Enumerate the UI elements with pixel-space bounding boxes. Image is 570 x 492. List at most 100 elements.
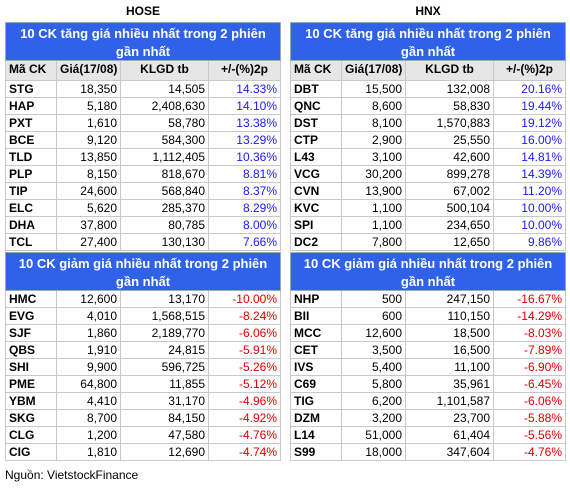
change: -4.76% bbox=[494, 444, 566, 461]
value: 9,120 bbox=[57, 132, 121, 149]
column-header: +/-(%)2p bbox=[209, 61, 281, 81]
value: 2,189,770 bbox=[121, 325, 209, 342]
ticker: SHI bbox=[5, 359, 57, 376]
value: 27,400 bbox=[57, 234, 121, 251]
ticker: STG bbox=[5, 81, 57, 98]
value: 42,600 bbox=[406, 149, 494, 166]
change: -7.89% bbox=[494, 342, 566, 359]
ticker: TCL bbox=[5, 234, 57, 251]
value: 58,780 bbox=[121, 115, 209, 132]
change: 10.00% bbox=[494, 200, 566, 217]
exchange-name: HOSE bbox=[125, 4, 160, 18]
value: 4,010 bbox=[57, 308, 121, 325]
change: -5.56% bbox=[494, 427, 566, 444]
change: -6.90% bbox=[494, 359, 566, 376]
value: 18,500 bbox=[406, 325, 494, 342]
value: 8,600 bbox=[342, 98, 406, 115]
ticker: QBS bbox=[5, 342, 57, 359]
value: 1,100 bbox=[342, 200, 406, 217]
ticker: NHP bbox=[290, 291, 342, 308]
change: -10.00% bbox=[209, 291, 281, 308]
column-header: Mã CK bbox=[290, 61, 342, 81]
value: 500,104 bbox=[406, 200, 494, 217]
change: 13.29% bbox=[209, 132, 281, 149]
value: 600 bbox=[342, 308, 406, 325]
value: 9,900 bbox=[57, 359, 121, 376]
value: 132,008 bbox=[406, 81, 494, 98]
ticker: TIG bbox=[290, 393, 342, 410]
value: 1,610 bbox=[57, 115, 121, 132]
change: 19.44% bbox=[494, 98, 566, 115]
value: 899,278 bbox=[406, 166, 494, 183]
value: 16,500 bbox=[406, 342, 494, 359]
column-header: Giá(17/08) bbox=[57, 61, 121, 81]
change: -4.92% bbox=[209, 410, 281, 427]
change: -5.26% bbox=[209, 359, 281, 376]
change: 10.36% bbox=[209, 149, 281, 166]
value: 285,370 bbox=[121, 200, 209, 217]
ticker: S99 bbox=[290, 444, 342, 461]
value: 247,150 bbox=[406, 291, 494, 308]
change: 9.86% bbox=[494, 234, 566, 251]
value: 80,785 bbox=[121, 217, 209, 234]
section-title: 10 CK giảm giá nhiều nhất trong 2 phiên … bbox=[5, 252, 281, 291]
section-title: 10 CK tăng giá nhiều nhất trong 2 phiên … bbox=[5, 22, 281, 61]
value: 347,604 bbox=[406, 444, 494, 461]
change: -5.88% bbox=[494, 410, 566, 427]
ticker: PME bbox=[5, 376, 57, 393]
value: 500 bbox=[342, 291, 406, 308]
value: 8,100 bbox=[342, 115, 406, 132]
value: 8,150 bbox=[57, 166, 121, 183]
value: 11,855 bbox=[121, 376, 209, 393]
change: 7.66% bbox=[209, 234, 281, 251]
value: 1,910 bbox=[57, 342, 121, 359]
value: 25,550 bbox=[406, 132, 494, 149]
value: 3,200 bbox=[342, 410, 406, 427]
exchange-name: HNX bbox=[415, 4, 441, 18]
value: 1,568,515 bbox=[121, 308, 209, 325]
value: 1,200 bbox=[57, 427, 121, 444]
change: 14.39% bbox=[494, 166, 566, 183]
value: 11,100 bbox=[406, 359, 494, 376]
column-header: KLGD tb bbox=[121, 61, 209, 81]
ticker: HMC bbox=[5, 291, 57, 308]
value: 1,860 bbox=[57, 325, 121, 342]
ticker: DHA bbox=[5, 217, 57, 234]
change: 8.37% bbox=[209, 183, 281, 200]
value: 58,830 bbox=[406, 98, 494, 115]
value: 18,350 bbox=[57, 81, 121, 98]
change: 8.00% bbox=[209, 217, 281, 234]
value: 4,410 bbox=[57, 393, 121, 410]
value: 5,180 bbox=[57, 98, 121, 115]
value: 31,170 bbox=[121, 393, 209, 410]
value: 12,600 bbox=[57, 291, 121, 308]
value: 12,600 bbox=[342, 325, 406, 342]
value: 2,408,630 bbox=[121, 98, 209, 115]
value: 35,961 bbox=[406, 376, 494, 393]
change: -8.24% bbox=[209, 308, 281, 325]
value: 15,500 bbox=[342, 81, 406, 98]
column-header: Mã CK bbox=[5, 61, 57, 81]
change: -4.74% bbox=[209, 444, 281, 461]
ticker: KVC bbox=[290, 200, 342, 217]
change: -6.06% bbox=[494, 393, 566, 410]
change: -5.12% bbox=[209, 376, 281, 393]
change: 16.00% bbox=[494, 132, 566, 149]
ticker: BCE bbox=[5, 132, 57, 149]
value: 2,900 bbox=[342, 132, 406, 149]
value: 1,101,587 bbox=[406, 393, 494, 410]
value: 30,200 bbox=[342, 166, 406, 183]
change: 13.38% bbox=[209, 115, 281, 132]
ticker: SJF bbox=[5, 325, 57, 342]
value: 568,840 bbox=[121, 183, 209, 200]
value: 1,570,883 bbox=[406, 115, 494, 132]
value: 234,650 bbox=[406, 217, 494, 234]
value: 18,000 bbox=[342, 444, 406, 461]
ticker: QNC bbox=[290, 98, 342, 115]
value: 5,620 bbox=[57, 200, 121, 217]
change: -8.03% bbox=[494, 325, 566, 342]
ticker: PLP bbox=[5, 166, 57, 183]
value: 84,150 bbox=[121, 410, 209, 427]
change: 14.10% bbox=[209, 98, 281, 115]
value: 5,400 bbox=[342, 359, 406, 376]
